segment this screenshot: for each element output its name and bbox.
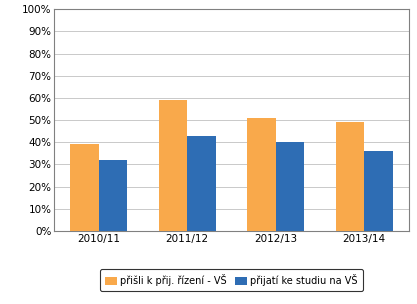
Bar [159,100,187,231]
Bar [99,160,127,231]
Bar [364,151,392,231]
Bar [187,136,216,231]
Bar [247,118,276,231]
Bar [336,122,364,231]
Legend: přišli k přij. řízení - VŠ, přijatí ke studiu na VŠ: přišli k přij. řízení - VŠ, přijatí ke s… [100,269,363,291]
Bar [276,142,304,231]
Bar [70,144,99,231]
